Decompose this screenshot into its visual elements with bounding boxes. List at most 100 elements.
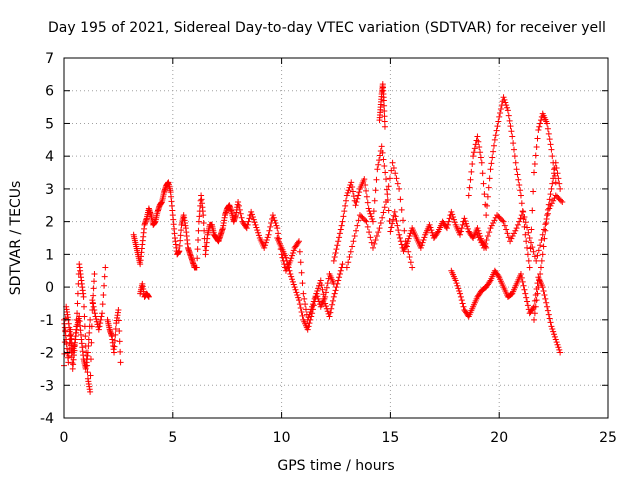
data-point: [456, 288, 463, 295]
data-point: [463, 220, 470, 227]
data-point: [349, 183, 356, 190]
data-point: [477, 149, 484, 156]
data-point: [455, 285, 462, 292]
data-point: [531, 316, 538, 323]
data-point: [529, 207, 536, 214]
data-point: [484, 233, 491, 240]
data-point: [376, 225, 383, 232]
data-point: [483, 212, 490, 219]
data-point: [262, 242, 269, 249]
data-point: [284, 261, 291, 268]
data-point: [245, 218, 252, 225]
data-point: [541, 226, 548, 233]
data-point: [379, 214, 386, 221]
data-point: [448, 208, 455, 215]
data-point: [364, 223, 371, 230]
data-point: [249, 211, 256, 218]
data-point: [517, 271, 524, 277]
data-point: [544, 303, 551, 310]
data-point: [362, 217, 369, 224]
data-point: [389, 159, 396, 166]
data-point: [537, 242, 544, 249]
data-point: [534, 135, 541, 142]
data-point: [289, 276, 296, 283]
data-point: [550, 328, 557, 335]
data-point: [545, 311, 552, 318]
data-point: [481, 191, 488, 198]
y-tick-label: -3: [40, 378, 54, 394]
data-point: [374, 166, 381, 173]
data-point: [460, 303, 467, 310]
data-point: [553, 164, 560, 171]
data-point: [298, 308, 305, 315]
data-point: [434, 229, 441, 236]
data-point: [343, 264, 350, 271]
data-point: [361, 176, 368, 183]
x-tick-label: 25: [599, 430, 617, 446]
data-point: [299, 280, 306, 287]
data-point: [510, 230, 517, 237]
data-point: [474, 133, 481, 140]
data-point: [69, 360, 76, 367]
data-point: [491, 136, 498, 143]
data-point: [335, 238, 342, 245]
data-point: [530, 248, 537, 255]
data-point: [477, 236, 484, 243]
data-point: [381, 102, 388, 109]
data-point: [353, 227, 360, 234]
data-point: [99, 301, 106, 308]
data-point: [195, 236, 202, 243]
data-point: [267, 223, 274, 230]
data-point: [315, 285, 322, 292]
data-point: [368, 213, 375, 220]
data-point: [95, 326, 102, 333]
data-point: [486, 278, 493, 285]
data-point: [367, 210, 374, 217]
data-point: [390, 216, 397, 223]
data-point: [335, 277, 342, 284]
data-point: [326, 313, 333, 320]
data-point: [553, 339, 560, 346]
data-point: [87, 372, 94, 379]
data-point: [397, 196, 404, 203]
data-point: [254, 227, 261, 234]
data-point: [525, 229, 532, 236]
data-point: [365, 205, 372, 212]
data-point: [82, 333, 89, 340]
data-point: [531, 161, 538, 168]
data-point: [522, 290, 529, 297]
data-point: [314, 293, 321, 300]
data-point: [117, 359, 124, 366]
data-point: [178, 227, 185, 234]
data-point: [499, 217, 506, 224]
data-point: [479, 170, 486, 177]
data-point: [512, 159, 519, 166]
data-point: [552, 336, 559, 343]
data-point: [287, 271, 294, 277]
data-point: [497, 106, 504, 113]
data-point: [111, 343, 118, 350]
x-tick-label: 15: [381, 430, 399, 446]
data-point: [511, 153, 518, 160]
data-point: [302, 301, 309, 308]
data-point: [306, 320, 313, 327]
data-point: [503, 102, 510, 109]
data-point: [524, 244, 531, 251]
data-point: [556, 180, 563, 187]
data-point: [333, 284, 340, 291]
data-point: [363, 187, 370, 194]
data-point: [502, 99, 509, 106]
data-point: [545, 130, 552, 137]
data-point: [375, 161, 382, 168]
data-point: [476, 144, 483, 151]
data-point: [307, 316, 314, 323]
data-point: [195, 218, 202, 225]
data-point: [453, 280, 460, 287]
data-point: [295, 294, 302, 301]
data-point: [270, 214, 277, 221]
data-point: [554, 170, 561, 177]
data-point: [282, 254, 289, 261]
x-tick-label: 5: [168, 430, 177, 446]
data-point: [271, 217, 278, 224]
data-point: [533, 297, 540, 304]
